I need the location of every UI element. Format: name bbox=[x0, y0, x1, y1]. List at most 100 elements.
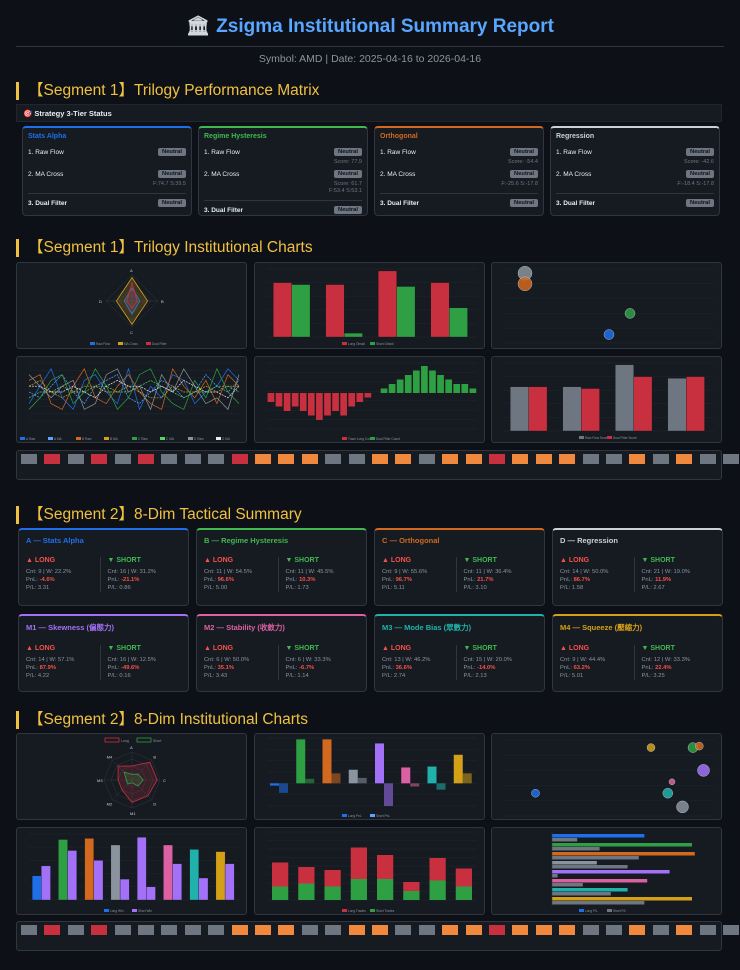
short-pl: P/L: 3.25 bbox=[641, 673, 665, 679]
status-badge: Neutral bbox=[334, 206, 362, 214]
heat-cell bbox=[559, 925, 576, 935]
heat-cell bbox=[348, 454, 365, 464]
long-pl: P/L: 5.11 bbox=[382, 585, 405, 591]
short-pl: P/L: 3.10 bbox=[463, 585, 487, 591]
tier-row-dual: 3. Dual Filter Neutral bbox=[380, 193, 538, 207]
legend-swatch bbox=[20, 437, 25, 440]
chart-c11-panel: Long Trades Short Trades bbox=[254, 827, 485, 915]
chart-c10-panel: Long Win Short Win bbox=[16, 827, 247, 915]
chart-c5-panel: Trace Long Count Dual Filter Count bbox=[254, 356, 485, 443]
pnl-label: PnL: bbox=[641, 577, 654, 583]
bar bbox=[189, 849, 199, 901]
bar bbox=[307, 393, 315, 416]
segment-1-charts-heading: 【Segment 1】Trilogy Institutional Charts bbox=[16, 239, 313, 257]
short-pnl: -21.1% bbox=[121, 577, 140, 583]
scatter-point bbox=[676, 800, 689, 814]
legend-swatch bbox=[579, 909, 584, 912]
tactical-card: C — Orthogonal ▲ LONG Cnt: 9 | W: 55.6% PnL… bbox=[374, 528, 545, 606]
heat-cell bbox=[278, 454, 295, 464]
legend-label: C MA bbox=[166, 437, 175, 441]
tier-score: F:-25.6 S:-17.8 bbox=[501, 181, 538, 187]
bar bbox=[272, 886, 289, 900]
chart-c11: Long Trades Short Trades bbox=[267, 831, 477, 913]
heat-cell bbox=[138, 454, 154, 464]
bank-icon: 🏛 bbox=[186, 16, 211, 37]
tactical-card: M2 — Stability (收斂力) ▲ LONG Cnt: 6 | W: 50… bbox=[196, 614, 367, 692]
pnl-label: PnL: bbox=[463, 665, 476, 671]
strategy-status-header: 🎯 Strategy 3-Tier Status bbox=[16, 104, 722, 122]
bar bbox=[267, 393, 275, 402]
tier-row-ma: 2. MA Cross Neutral bbox=[556, 169, 714, 179]
tier-row-label: 3. Dual Filter bbox=[204, 206, 244, 214]
long-count: Cnt: 9 | W: 55.6% bbox=[382, 569, 428, 575]
tier-name: Orthogonal bbox=[380, 133, 418, 140]
long-count: Cnt: 11 | W: 54.5% bbox=[204, 569, 253, 575]
heat-cell bbox=[325, 454, 342, 464]
short-column: ▼ SHORT Cnt: 11 | W: 36.4% PnL: 21.7% P/L: … bbox=[455, 557, 538, 592]
bar bbox=[163, 844, 173, 901]
heat-cell bbox=[114, 454, 131, 464]
long-column: ▲ LONG Cnt: 9 | W: 22.2% PnL: -4.6% P/L: 3.… bbox=[26, 557, 100, 592]
heat-cell bbox=[652, 925, 669, 935]
long-column: ▲ LONG Cnt: 14 | W: 50.0% PnL: 86.7% P/L: 1… bbox=[560, 557, 634, 592]
short-column: ▼ SHORT Cnt: 16 | W: 31.2% PnL: -21.1% P/L:… bbox=[99, 557, 182, 592]
short-label: ▼ SHORT bbox=[285, 645, 319, 652]
heat-cell bbox=[67, 454, 84, 464]
legend-label: Short Trades bbox=[376, 909, 395, 913]
bar bbox=[298, 867, 315, 884]
tier-row-label: 3. Dual Filter bbox=[28, 199, 68, 207]
heat-cell bbox=[21, 454, 37, 464]
legend-swatch bbox=[132, 909, 137, 912]
legend-swatch bbox=[132, 437, 137, 440]
heat-cell bbox=[699, 925, 716, 935]
radar-axis-label: D bbox=[153, 801, 156, 806]
radar-axis-label: A bbox=[130, 268, 133, 273]
bar bbox=[331, 773, 341, 784]
heat-cell bbox=[138, 925, 154, 935]
short-label: ▼ SHORT bbox=[463, 557, 497, 564]
short-count: Cnt: 11 | W: 36.4% bbox=[463, 569, 512, 575]
segment-1-matrix-heading: 【Segment 1】Trilogy Performance Matrix bbox=[16, 82, 319, 100]
heat-cell bbox=[489, 454, 505, 464]
radar-axis-label: B bbox=[161, 299, 164, 304]
short-pnl-row: PnL: -14.0% bbox=[464, 664, 538, 672]
chart-c3 bbox=[504, 266, 714, 344]
legend-label: Dual Filter Score bbox=[613, 436, 637, 440]
bar bbox=[552, 856, 639, 860]
short-count: Cnt: 15 | W: 20.0% bbox=[463, 657, 512, 663]
bar bbox=[396, 286, 416, 338]
bar bbox=[31, 875, 42, 901]
heat-cell bbox=[255, 454, 271, 464]
radar-series bbox=[126, 281, 138, 310]
tier-score-secondary: F:53.4 S:53.1 bbox=[328, 188, 362, 194]
report-subtitle: Symbol: AMD | Date: 2025-04-16 to 2026-0… bbox=[258, 53, 482, 65]
heat-cell bbox=[278, 925, 295, 935]
chart-c5: Trace Long Count Dual Filter Count bbox=[267, 362, 477, 441]
chart-c12: Long P/L Short P/L bbox=[551, 832, 695, 913]
heat-cell bbox=[208, 454, 225, 464]
tier-name: Stats Alpha bbox=[28, 133, 67, 140]
heat-cell bbox=[442, 925, 459, 935]
pnl-label: PnL: bbox=[560, 577, 572, 583]
tier-card: Regime Hysteresis 1. Raw Flow Neutral Score… bbox=[198, 126, 368, 216]
long-pl: P/L: 5.00 bbox=[204, 585, 228, 591]
radar-axis bbox=[131, 760, 152, 781]
radar-axis-label: M4 bbox=[107, 755, 113, 760]
pnl-label: PnL: bbox=[285, 577, 298, 583]
heat-cell bbox=[44, 454, 61, 464]
bar bbox=[453, 384, 461, 393]
short-label: ▼ SHORT bbox=[641, 645, 675, 652]
bar bbox=[461, 384, 469, 393]
bar bbox=[324, 886, 341, 900]
status-badge: Neutral bbox=[510, 170, 538, 178]
legend-label: C Raw bbox=[138, 437, 148, 441]
heat-cell bbox=[676, 454, 693, 464]
bar bbox=[633, 376, 653, 432]
bar bbox=[273, 282, 292, 338]
legend-swatch bbox=[607, 909, 612, 912]
long-label: ▲ LONG bbox=[26, 557, 56, 564]
legend-label: Long Trades bbox=[348, 909, 366, 913]
radar-axis-label: M3 bbox=[97, 778, 103, 783]
tactical-name: D — Regression bbox=[560, 536, 618, 545]
tier-row-label: 1. Raw Flow bbox=[556, 148, 592, 156]
